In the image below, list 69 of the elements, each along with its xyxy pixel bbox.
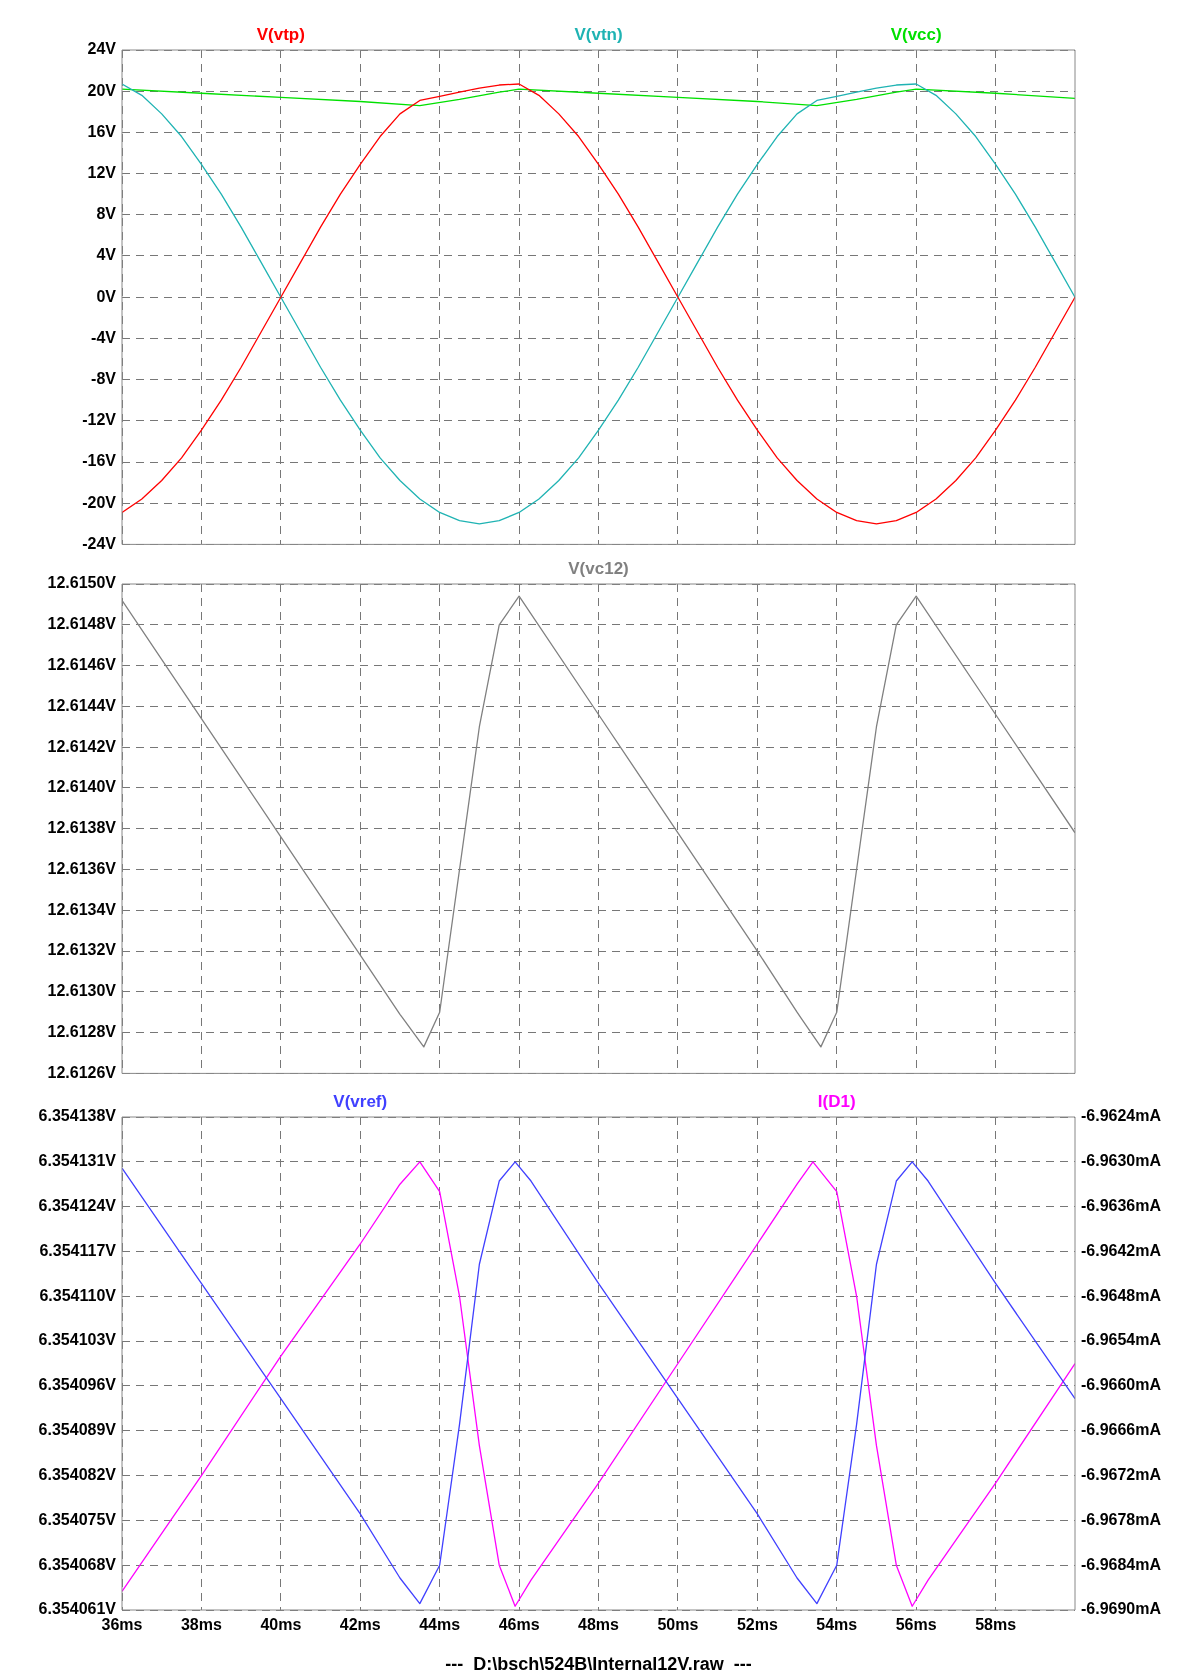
- y-tick-label: 12.6126V: [47, 1063, 117, 1081]
- y-tick-label: 12.6132V: [47, 941, 117, 959]
- x-tick-label: 38ms: [180, 1616, 222, 1634]
- y-tick-label: -4V: [91, 328, 117, 346]
- y-tick-label: 12.6138V: [47, 819, 117, 837]
- x-tick-label: 48ms: [578, 1616, 620, 1634]
- y2-tick-label: -6.9642mA: [1081, 1241, 1162, 1259]
- y-tick-label: 6.354110V: [39, 1286, 117, 1304]
- y-tick-label: 12.6140V: [47, 778, 117, 796]
- y-tick-label: 6.354103V: [38, 1331, 117, 1349]
- y-tick-label: 6.354117V: [39, 1241, 117, 1259]
- text: I(D1): [817, 1092, 856, 1112]
- y-tick-label: 12.6128V: [47, 1023, 117, 1041]
- y-tick-label: 6.354138V: [38, 1107, 117, 1125]
- x-tick-label: 42ms: [339, 1616, 381, 1634]
- y-tick-label: 6.354089V: [38, 1421, 117, 1439]
- y2-tick-label: -6.9630mA: [1081, 1152, 1162, 1170]
- y-tick-label: 12.6148V: [47, 615, 117, 633]
- y-tick-label: 8V: [96, 205, 117, 223]
- y2-tick-label: -6.9684mA: [1081, 1555, 1162, 1573]
- y2-tick-label: -6.9654mA: [1081, 1331, 1162, 1349]
- x-tick-label: 52ms: [736, 1616, 778, 1634]
- y-tick-label: -20V: [82, 493, 117, 511]
- x-tick-label: 56ms: [895, 1616, 937, 1634]
- y2-tick-label: -6.9660mA: [1081, 1376, 1162, 1394]
- y-tick-label: 12.6136V: [47, 859, 117, 877]
- y2-tick-label: -6.9648mA: [1081, 1286, 1162, 1304]
- x-tick-label: 50ms: [657, 1616, 699, 1634]
- y-tick-label: -8V: [91, 370, 117, 388]
- y-tick-label: 6.354131V: [38, 1152, 117, 1170]
- x-tick-label: 46ms: [498, 1616, 540, 1634]
- y2-tick-label: -6.9690mA: [1081, 1600, 1162, 1618]
- y2-tick-label: -6.9666mA: [1081, 1421, 1162, 1439]
- text: V(vcc): [890, 25, 942, 45]
- y-tick-label: 6.354082V: [38, 1465, 117, 1483]
- y2-tick-label: -6.9672mA: [1081, 1465, 1162, 1483]
- y-tick-label: 12.6134V: [47, 900, 117, 918]
- y-tick-label: 12.6144V: [47, 696, 117, 714]
- y-tick-label: -12V: [82, 411, 117, 429]
- x-tick-label: 36ms: [101, 1616, 143, 1634]
- y-tick-label: 4V: [96, 246, 117, 264]
- x-tick-label: 54ms: [816, 1616, 858, 1634]
- y-tick-label: 6.354075V: [38, 1510, 117, 1528]
- y-tick-label: 12.6146V: [47, 655, 117, 673]
- x-tick-label: 58ms: [975, 1616, 1017, 1634]
- y-tick-label: 12.6150V: [47, 574, 117, 592]
- y-tick-label: 12.6130V: [47, 982, 117, 1000]
- y-tick-label: 6.354096V: [38, 1376, 117, 1394]
- y-tick-label: 24V: [87, 40, 117, 58]
- y-tick-label: 6.354124V: [38, 1197, 117, 1215]
- text: V(vref): [333, 1092, 388, 1112]
- y-tick-label: -16V: [82, 452, 117, 470]
- text: V(vc12): [568, 559, 629, 579]
- y2-tick-label: -6.9636mA: [1081, 1197, 1162, 1215]
- y2-tick-label: -6.9678mA: [1081, 1510, 1162, 1528]
- x-tick-label: 40ms: [260, 1616, 302, 1634]
- y2-tick-label: -6.9624mA: [1081, 1107, 1162, 1125]
- y-tick-label: 0V: [96, 287, 117, 305]
- y-tick-label: 6.354068V: [38, 1555, 117, 1573]
- y-tick-label: 20V: [87, 81, 117, 99]
- y-tick-label: 6.354061V: [38, 1600, 117, 1618]
- y-tick-label: 12V: [87, 164, 117, 182]
- y-tick-label: 12.6142V: [47, 737, 117, 755]
- text: V(vtn): [574, 25, 623, 45]
- text: --- D:\bsch\524B\Internal12V.raw ---: [445, 1653, 752, 1674]
- x-tick-label: 44ms: [419, 1616, 461, 1634]
- y-tick-label: -24V: [82, 534, 117, 552]
- y-tick-label: 16V: [87, 122, 117, 140]
- text: V(vtp): [256, 25, 305, 45]
